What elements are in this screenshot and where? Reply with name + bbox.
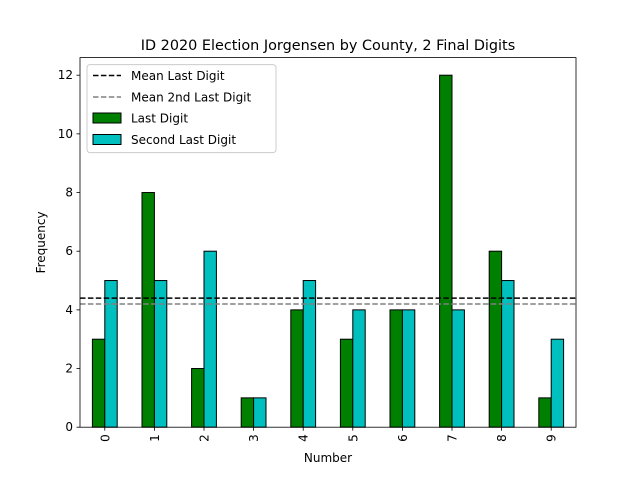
bar-second-last-digit-9 <box>550 338 565 428</box>
bar-last-digit-2 <box>191 368 205 428</box>
bar-last-digit-8 <box>488 250 503 428</box>
bar-second-last-digit-3 <box>253 397 267 428</box>
bar-second-last-digit-4 <box>302 280 317 428</box>
legend-bar-swatch <box>92 134 122 145</box>
x-tick-label: 1 <box>148 434 162 442</box>
legend-bar-swatch <box>92 112 122 124</box>
bar-last-digit-4 <box>290 309 304 428</box>
legend-entry-label: Last Digit <box>131 111 188 125</box>
reference-lines <box>80 297 576 305</box>
y-tick-label: 4 <box>65 303 73 317</box>
y-tick-label: 2 <box>65 362 73 376</box>
legend-entry-label: Mean 2nd Last Digit <box>131 90 252 104</box>
y-tick-label: 12 <box>58 68 73 82</box>
y-tick-label: 0 <box>65 420 73 434</box>
bar-second-last-digit-8 <box>501 280 515 428</box>
y-tick-label: 6 <box>65 244 73 258</box>
y-tick-label: 8 <box>65 186 73 200</box>
bar-last-digit-6 <box>389 309 403 428</box>
y-axis: 0 2 4 6 8 10 12 <box>58 68 80 434</box>
y-tick-label: 10 <box>58 127 73 141</box>
bar-second-last-digit-0 <box>104 280 118 428</box>
x-axis: 0 1 2 3 4 5 6 7 8 9 <box>98 427 559 442</box>
x-tick-label: 6 <box>396 434 410 442</box>
bar-last-digit-3 <box>240 397 255 428</box>
bar-second-last-digit-2 <box>203 250 217 428</box>
legend-box <box>86 64 277 154</box>
legend: Mean Last Digit Mean 2nd Last Digit Last D… <box>86 64 277 154</box>
bar-second-last-digit-5 <box>352 309 366 428</box>
bar-second-last-digit-1 <box>153 280 168 428</box>
bar-second-last-digit-7 <box>451 309 465 428</box>
x-tick-label: 9 <box>545 434 559 442</box>
y-axis-label: Frequency <box>34 211 48 273</box>
x-tick-label: 5 <box>346 434 360 442</box>
bar-last-digit-5 <box>339 338 354 428</box>
bar-second-last-digit-6 <box>401 309 416 428</box>
x-tick-label: 2 <box>198 434 212 442</box>
legend-entry-label: Mean Last Digit <box>131 69 225 83</box>
x-tick-label: 3 <box>247 434 261 442</box>
chart-title: ID 2020 Election Jorgensen by County, 2 … <box>141 38 515 54</box>
x-tick-label: 7 <box>446 434 460 442</box>
bar-last-digit-1 <box>141 192 155 428</box>
x-tick-label: 0 <box>98 434 112 442</box>
plot-frame <box>79 57 577 428</box>
legend-entry-label: Second Last Digit <box>131 133 236 147</box>
x-tick-label: 8 <box>495 434 509 442</box>
x-axis-label: Number <box>304 451 352 465</box>
bar-last-digit-9 <box>538 397 552 428</box>
x-tick-label: 4 <box>297 434 311 442</box>
bar-last-digit-0 <box>91 338 106 428</box>
bar-last-digit-7 <box>439 74 453 428</box>
